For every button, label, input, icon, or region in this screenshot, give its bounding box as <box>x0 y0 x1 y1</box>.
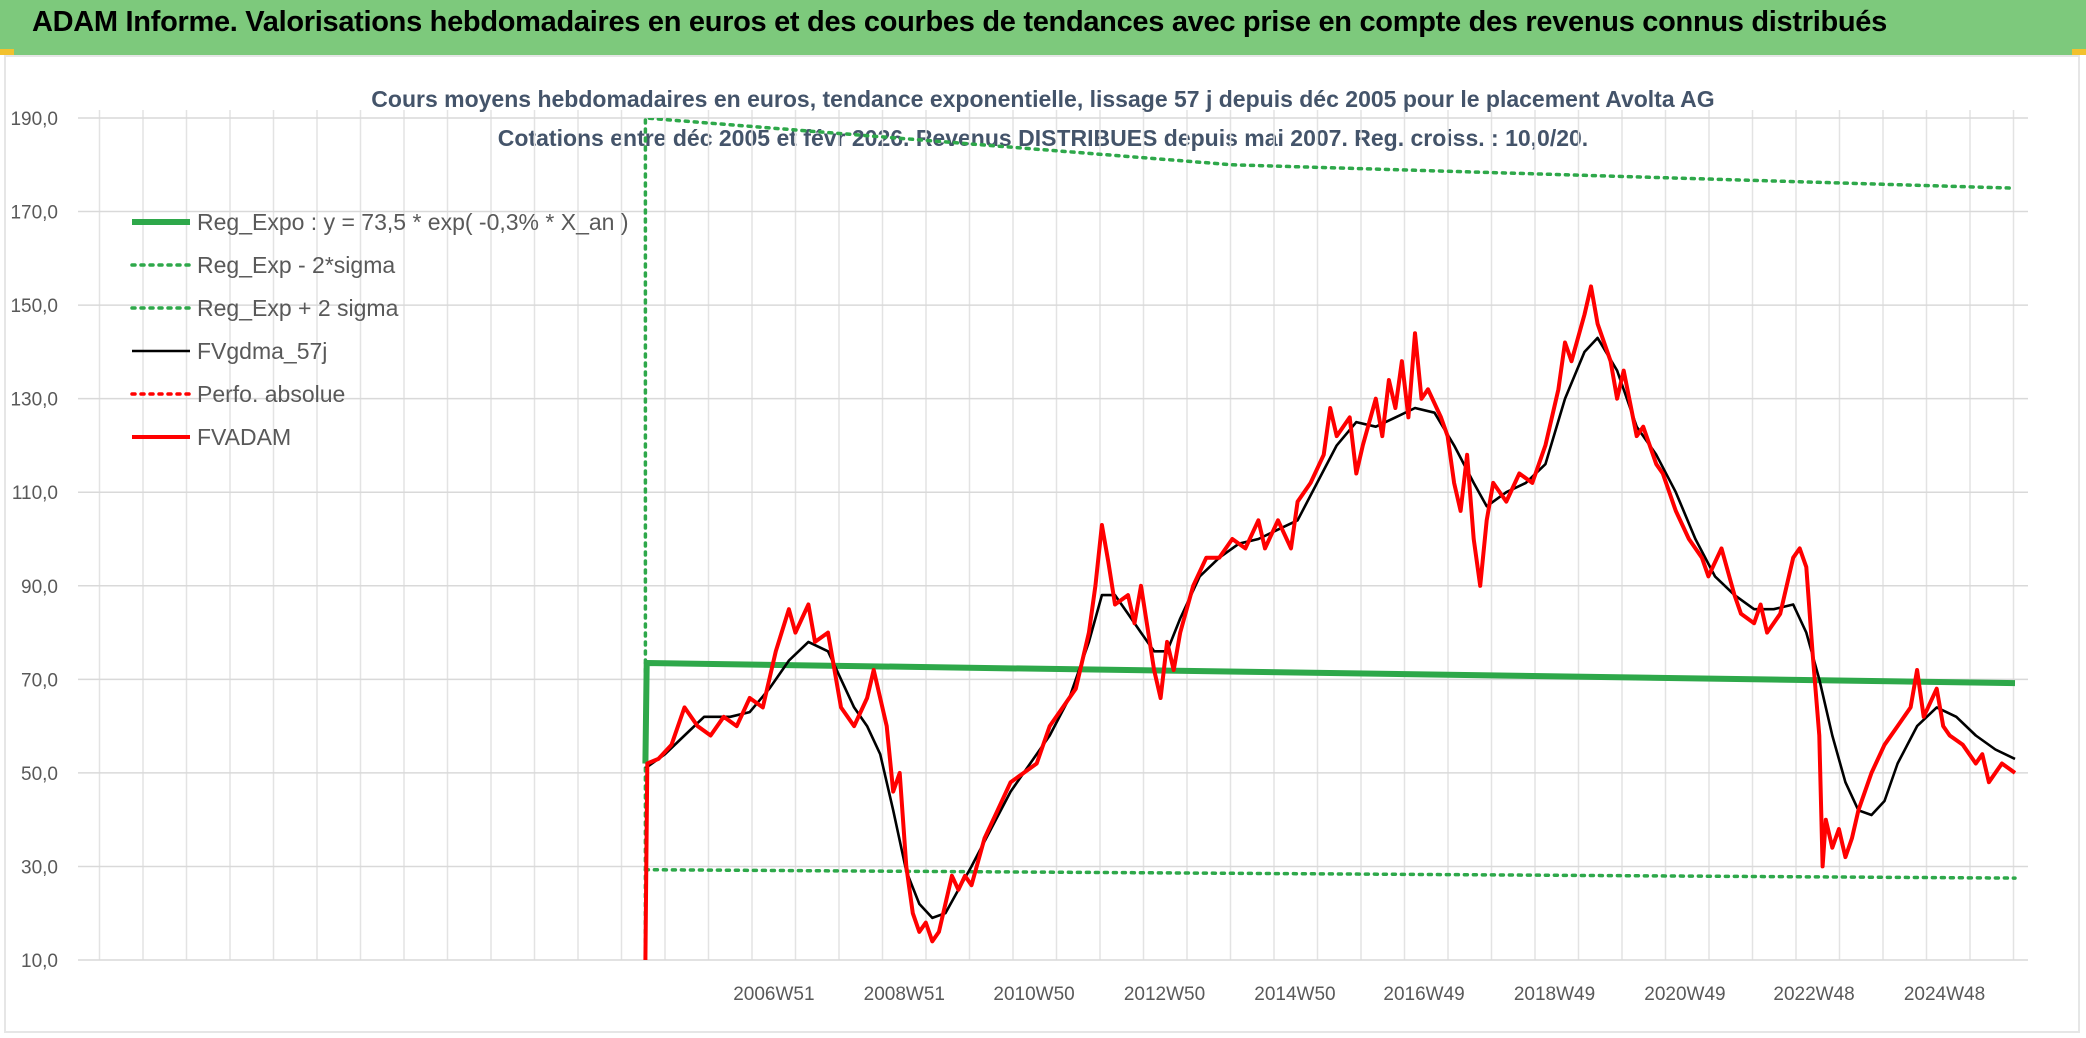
x-tick-label: 2016W49 <box>1383 984 1464 1005</box>
x-tick-label: 2012W50 <box>1124 984 1205 1005</box>
y-tick-label: 10,0 <box>21 951 58 972</box>
chart-title: Cours moyens hebdomadaires en euros, ten… <box>371 86 1715 112</box>
chart-subtitle: Cotations entre déc 2005 et févr 2026. R… <box>497 125 1589 151</box>
chart-legend: Reg_Expo : y = 73,5 * exp( -0,3% * X_an … <box>130 209 629 450</box>
corner-mark-left <box>0 49 14 55</box>
series-line-reg-exp <box>643 867 2017 880</box>
y-tick-label: 90,0 <box>21 577 58 598</box>
y-tick-label: 50,0 <box>21 764 58 785</box>
x-tick-label: 2008W51 <box>864 984 945 1005</box>
legend-label: Perfo. absolue <box>197 381 345 407</box>
corner-mark-right <box>2072 49 2086 55</box>
chart-frame <box>4 55 2080 1033</box>
legend-label: FVgdma_57j <box>197 338 327 364</box>
y-tick-label: 110,0 <box>12 483 58 504</box>
x-tick-label: 2022W48 <box>1773 984 1854 1005</box>
y-tick-label: 30,0 <box>21 857 58 878</box>
y-tick-label: 150,0 <box>10 296 58 317</box>
y-tick-label: 170,0 <box>10 203 58 224</box>
legend-label: Reg_Exp + 2 sigma <box>197 295 399 321</box>
series-line-reg-expo <box>642 660 2016 764</box>
report-title: ADAM Informe. Valorisations hebdomadaire… <box>32 6 1887 38</box>
x-tick-label: 2024W48 <box>1904 984 1985 1005</box>
legend-label: FVADAM <box>197 424 291 450</box>
series-line-reg-exp <box>643 118 2017 960</box>
series-line-fvgdma-57j <box>644 336 2016 920</box>
x-tick-label: 2006W51 <box>733 984 814 1005</box>
x-tick-label: 2020W49 <box>1644 984 1725 1005</box>
x-axis: 2006W51 2008W51 2010W50 2012W50 2014W50 2016W… <box>733 984 1985 1005</box>
y-tick-label: 190,0 <box>10 109 58 130</box>
y-axis: 10,0 30,0 50,0 70,0 90,0 110,0 130,0 150,0 170,0… <box>10 109 58 972</box>
x-tick-label: 2018W49 <box>1514 984 1595 1005</box>
report-banner <box>0 0 2086 55</box>
chart-grid <box>78 110 2028 961</box>
chart-series <box>642 118 2017 960</box>
legend-label: Reg_Exp - 2*sigma <box>197 252 395 278</box>
y-tick-label: 130,0 <box>10 390 58 411</box>
x-tick-label: 2010W50 <box>993 984 1074 1005</box>
series-line-fvadam <box>643 284 2017 960</box>
legend-label: Reg_Expo : y = 73,5 * exp( -0,3% * X_an … <box>197 209 629 235</box>
y-tick-label: 70,0 <box>21 670 58 691</box>
x-tick-label: 2014W50 <box>1254 984 1335 1005</box>
